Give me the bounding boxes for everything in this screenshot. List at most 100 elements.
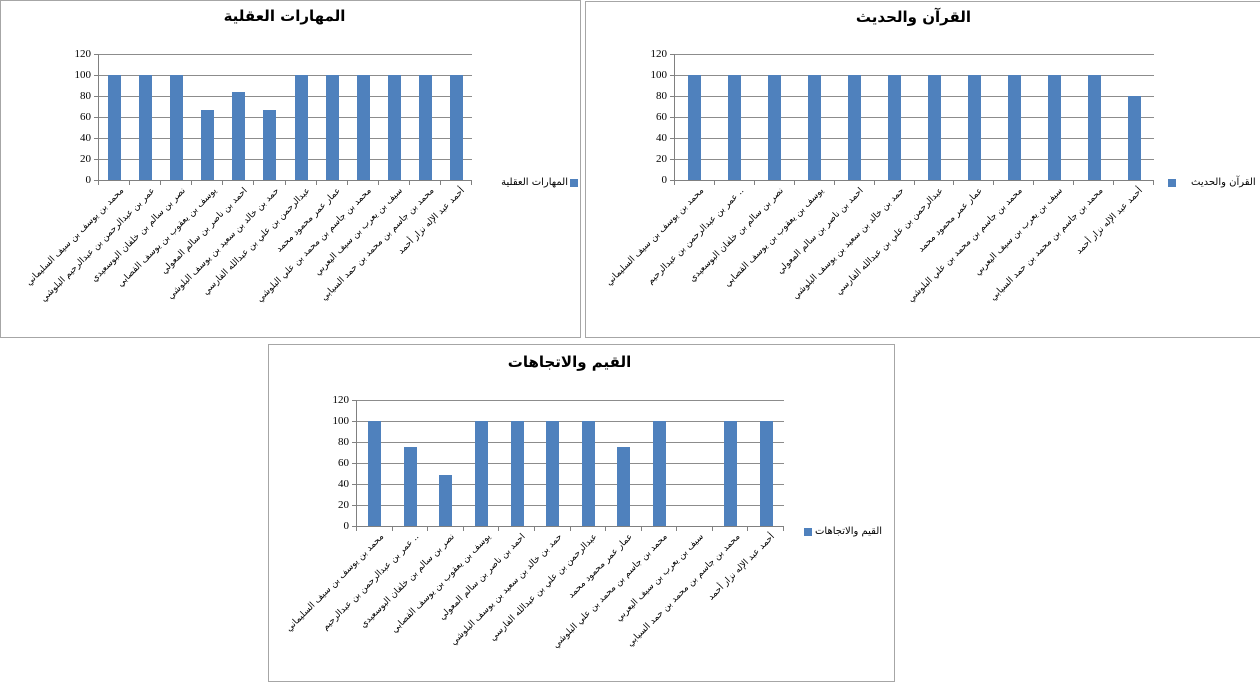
bar[interactable] [617, 447, 630, 526]
legend-color-swatch-icon [1168, 178, 1176, 187]
y-axis-tick [94, 159, 98, 160]
bar[interactable] [404, 447, 417, 526]
y-axis-tick [94, 138, 98, 139]
bar[interactable] [760, 421, 773, 526]
x-axis-tick [676, 527, 677, 531]
y-axis-label: 0 [661, 174, 668, 186]
y-axis-label: 40 [80, 132, 91, 144]
y-axis-tick [352, 442, 356, 443]
y-axis-label: 40 [656, 132, 667, 144]
x-axis-tick [356, 527, 357, 531]
bar[interactable] [139, 75, 152, 180]
bar[interactable] [1008, 75, 1021, 180]
gridline [675, 75, 1154, 76]
x-axis-tick [874, 181, 875, 185]
x-axis-tick [98, 181, 99, 185]
gridline [675, 159, 1154, 160]
bar[interactable] [1128, 96, 1141, 180]
x-axis-tick [993, 181, 994, 185]
bar[interactable] [475, 421, 488, 526]
gridline [675, 54, 1154, 55]
y-axis-label: 100 [74, 69, 92, 81]
gridline [357, 400, 784, 401]
y-axis-label: 100 [650, 69, 668, 81]
legend-label: المهارات العقلية [501, 177, 568, 188]
x-axis-tick [534, 527, 535, 531]
legend[interactable]: المهارات العقلية [501, 177, 578, 188]
y-axis-tick [352, 400, 356, 401]
chart-panel-quran-hadith[interactable]: القرآن والحديث 0 20 40 60 80 100 120 محمد بن ي… [585, 1, 1260, 338]
bar[interactable] [1088, 75, 1101, 180]
y-axis-label: 100 [332, 415, 350, 427]
legend-color-swatch-icon [570, 178, 578, 187]
bar[interactable] [1048, 75, 1061, 180]
y-axis-tick [352, 421, 356, 422]
gridline [99, 159, 472, 160]
bar[interactable] [388, 75, 401, 180]
bar[interactable] [688, 75, 701, 180]
bar[interactable] [419, 75, 432, 180]
x-axis-tick [1153, 181, 1154, 185]
bar[interactable] [848, 75, 861, 180]
y-axis-label: 120 [74, 48, 92, 60]
chart-title: المهارات العقلية [223, 7, 346, 25]
y-axis-tick [94, 75, 98, 76]
y-axis-label: 80 [338, 436, 349, 448]
bar[interactable] [928, 75, 941, 180]
bar[interactable] [170, 75, 183, 180]
y-axis-label: 120 [332, 394, 350, 406]
gridline [357, 442, 784, 443]
bar[interactable] [653, 421, 666, 526]
bar[interactable] [368, 421, 381, 526]
x-axis-tick [409, 181, 410, 185]
bar[interactable] [108, 75, 121, 180]
legend[interactable]: القيم والاتجاهات [804, 526, 882, 537]
bar[interactable] [450, 75, 463, 180]
bar[interactable] [511, 421, 524, 526]
gridline [99, 117, 472, 118]
x-axis-tick [747, 527, 748, 531]
x-axis-tick [440, 181, 441, 185]
y-axis-label: 60 [656, 111, 667, 123]
x-axis-tick [392, 527, 393, 531]
x-axis-tick [1113, 181, 1114, 185]
x-axis-label: عمار عمر محمود محمد [566, 532, 636, 601]
x-axis-tick [714, 181, 715, 185]
bar[interactable] [201, 110, 214, 180]
y-axis-tick [670, 54, 674, 55]
bar[interactable] [808, 75, 821, 180]
bar[interactable] [295, 75, 308, 180]
bar[interactable] [582, 421, 595, 526]
y-axis-label: 20 [338, 499, 349, 511]
legend[interactable]: القرآن والحديث [1168, 177, 1256, 188]
x-axis-tick [605, 527, 606, 531]
x-axis-tick [834, 181, 835, 185]
y-axis-tick [94, 180, 98, 181]
bar[interactable] [326, 75, 339, 180]
bar[interactable] [724, 421, 737, 526]
x-axis-tick [471, 181, 472, 185]
bar[interactable] [768, 75, 781, 180]
y-axis-tick [352, 463, 356, 464]
bar[interactable] [546, 421, 559, 526]
bar[interactable] [439, 475, 452, 526]
x-axis-tick [253, 181, 254, 185]
bar[interactable] [232, 92, 245, 180]
gridline [675, 117, 1154, 118]
chart-panel-mental-skills[interactable]: المهارات العقلية 0 20 40 60 80 100 120 محمد بن… [0, 0, 581, 338]
gridline [357, 421, 784, 422]
bar[interactable] [888, 75, 901, 180]
y-axis-tick [670, 117, 674, 118]
x-axis-tick [570, 527, 571, 531]
bar[interactable] [968, 75, 981, 180]
chart-panel-values-attitudes[interactable]: القيم والاتجاهات 0 20 40 60 80 100 120 محمد بن… [268, 344, 895, 682]
y-axis-label: 0 [343, 520, 350, 532]
gridline [357, 484, 784, 485]
bar[interactable] [263, 110, 276, 180]
y-axis-label: 20 [80, 153, 91, 165]
bar[interactable] [357, 75, 370, 180]
y-axis-label: 40 [338, 478, 349, 490]
x-axis-tick [674, 181, 675, 185]
bar[interactable] [728, 75, 741, 180]
y-axis-tick [670, 138, 674, 139]
